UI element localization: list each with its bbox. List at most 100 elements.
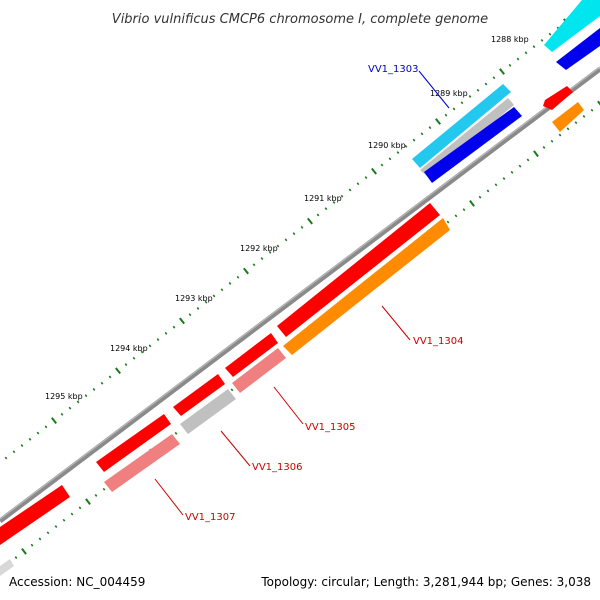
scale-tick	[236, 275, 240, 279]
gene-cyan-top[interactable]	[544, 0, 600, 52]
scale-tick	[590, 108, 594, 112]
scale-tick	[478, 195, 482, 199]
scale-label: 1291 kbp	[304, 194, 342, 203]
scale-tick	[276, 244, 280, 248]
gene-orange-right[interactable]	[552, 102, 584, 132]
gene-red-left[interactable]	[0, 485, 70, 545]
scale-tick	[469, 200, 475, 207]
scale-tick	[494, 183, 498, 187]
gene-red-right[interactable]	[543, 86, 573, 110]
gene-pink-1307[interactable]	[104, 434, 180, 492]
scale-tick	[124, 363, 128, 366]
scale-tick	[228, 282, 232, 285]
leader-line	[220, 430, 251, 467]
scale-tick	[196, 307, 200, 310]
scale-tick	[524, 51, 528, 55]
gene-orange-long[interactable]	[283, 218, 450, 355]
scale-tick	[102, 487, 106, 491]
scale-tick	[380, 163, 384, 167]
scale-tick	[172, 325, 176, 329]
gene-red-long[interactable]	[277, 203, 440, 337]
gene-red-1305[interactable]	[225, 333, 278, 377]
scale-tick	[20, 444, 24, 447]
scale-tick	[558, 133, 562, 137]
scale-tick	[4, 456, 8, 460]
scale-tick	[21, 547, 27, 555]
scale-tick	[492, 76, 496, 80]
scale-tick	[84, 394, 88, 398]
scale-tick	[468, 95, 472, 98]
scale-tick	[38, 537, 42, 541]
scale-tick	[340, 194, 344, 198]
scale-tick	[115, 367, 121, 375]
scale-tick	[268, 250, 272, 254]
gene-labels: VV1_1303 VV1_1304 VV1_1305 VV1_1306 VV1_…	[185, 64, 464, 523]
gene-gray-upper[interactable]	[420, 98, 514, 177]
gene-red-1306[interactable]	[173, 374, 225, 416]
gene-label-vv1-1307[interactable]: VV1_1307	[185, 512, 236, 523]
leader-line	[273, 386, 304, 425]
scale-tick	[12, 450, 16, 454]
scale-tick	[100, 381, 104, 385]
scale-tick	[582, 115, 586, 118]
scale-tick	[85, 498, 91, 506]
scale-label: 1289 kbp	[430, 89, 468, 98]
scale-tick	[188, 313, 192, 317]
scale-tick	[78, 506, 82, 510]
gene-pink-1305[interactable]	[232, 348, 286, 393]
gene-blue-mid[interactable]	[424, 107, 522, 183]
gene-label-vv1-1303[interactable]: VV1_1303	[368, 64, 419, 75]
scale-tick	[526, 158, 530, 162]
scale-tick	[292, 232, 296, 236]
gene-red-1307[interactable]	[96, 414, 171, 472]
scale-tick	[412, 138, 416, 142]
scale-tick	[62, 518, 66, 522]
leader-line	[381, 305, 411, 341]
scale-label: 1290 kbp	[368, 141, 406, 150]
scale-tick	[243, 267, 249, 275]
gene-blue-top[interactable]	[556, 28, 600, 70]
scale-tick	[533, 150, 539, 158]
scale-tick	[92, 388, 96, 391]
scale-tick	[484, 82, 488, 86]
scale-label: 1295 kbp	[45, 392, 83, 401]
scale-tick	[388, 157, 392, 161]
leader-line	[154, 478, 184, 516]
scale-tick	[510, 170, 514, 174]
scale-labels: 1288 kbp 1289 kbp 1290 kbp 1291 kbp 1292…	[45, 35, 529, 401]
scale-tick	[220, 288, 224, 292]
chromosome-backbone	[0, 67, 600, 523]
gene-label-vv1-1306[interactable]: VV1_1306	[252, 462, 303, 473]
scale-tick	[476, 88, 480, 92]
scale-tick	[404, 144, 408, 148]
scale-tick	[356, 182, 360, 186]
genome-summary-text: Topology: circular; Length: 3,281,944 bp…	[260, 575, 591, 589]
scale-tick	[14, 556, 18, 559]
scale-tick	[51, 417, 57, 425]
scale-label: 1292 kbp	[240, 244, 278, 253]
gene-lightblue[interactable]	[412, 84, 511, 168]
outer-tick-ring	[4, 1, 592, 460]
scale-tick	[164, 331, 168, 335]
scale-tick	[54, 525, 58, 528]
gene-gray-1306[interactable]	[180, 389, 236, 434]
scale-tick	[307, 217, 313, 225]
gene-label-vv1-1305[interactable]: VV1_1305	[305, 422, 356, 433]
scale-tick	[597, 100, 600, 106]
scale-tick	[454, 214, 458, 218]
scale-tick	[46, 531, 50, 535]
scale-tick	[230, 388, 234, 392]
scale-tick	[462, 208, 466, 212]
gene-pale-left[interactable]	[0, 559, 14, 576]
scale-tick	[548, 32, 552, 36]
scale-tick	[516, 57, 520, 61]
scale-label: 1288 kbp	[491, 35, 529, 44]
scale-tick	[36, 431, 40, 435]
scale-tick	[542, 146, 546, 149]
scale-tick	[108, 375, 112, 379]
gene-label-vv1-1304[interactable]: VV1_1304	[413, 336, 464, 347]
scale-tick	[140, 350, 144, 354]
scale-tick	[44, 425, 48, 429]
scale-tick	[348, 188, 352, 192]
